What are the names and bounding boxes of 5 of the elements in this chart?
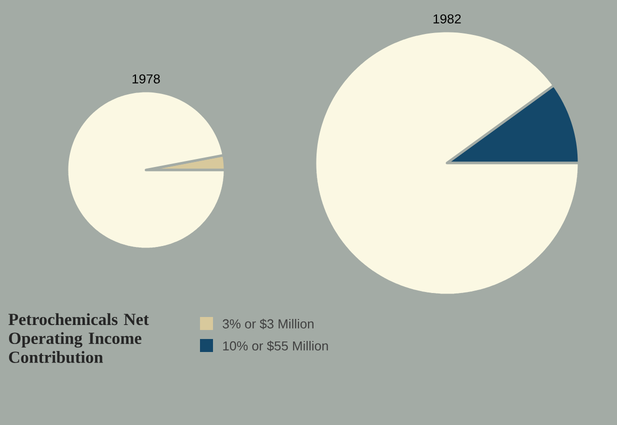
legend-label: 10% or $55 Million: [223, 340, 328, 352]
chart-title: 1982: [434, 14, 461, 24]
chart-title: 1978: [132, 74, 160, 84]
legend-label: 3% or $3 Million: [222, 318, 314, 330]
text: Petrochemicals Net Operating Income Contribution: [8, 313, 149, 364]
